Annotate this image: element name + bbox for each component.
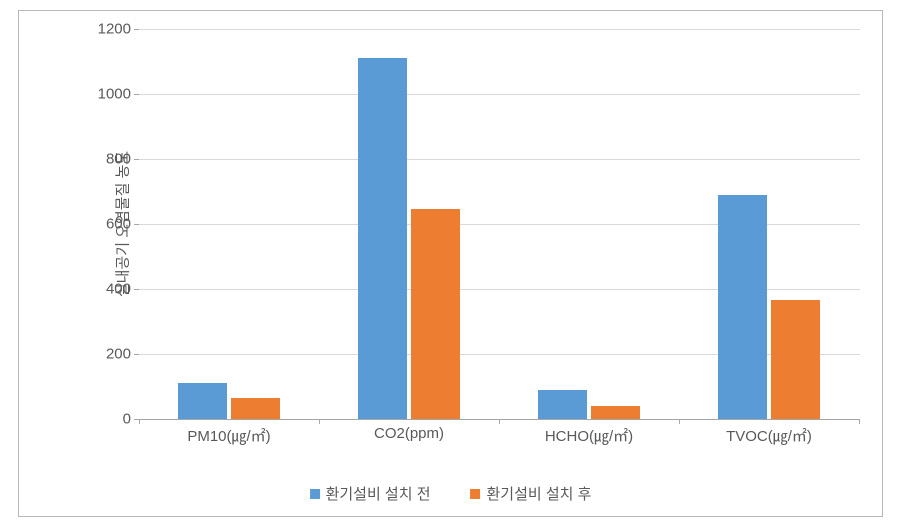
gridline xyxy=(139,94,860,95)
bar xyxy=(231,398,280,419)
ytick-mark xyxy=(134,94,139,95)
xtick-mark xyxy=(859,419,860,424)
xtick-mark xyxy=(499,419,500,424)
ytick-label: 600 xyxy=(106,216,131,233)
xtick-label: TVOC(㎍/㎡) xyxy=(726,425,812,446)
gridline xyxy=(139,29,860,30)
legend-item-before: 환기설비 설치 전 xyxy=(310,483,431,504)
bar xyxy=(411,209,460,419)
legend-label-before: 환기설비 설치 전 xyxy=(326,483,431,504)
chart-outer: 실내공기 오염물질 농도 020040060080010001200PM10(㎍… xyxy=(0,0,901,527)
legend-swatch-before-icon xyxy=(310,489,320,499)
xtick-mark xyxy=(139,419,140,424)
ytick-mark xyxy=(134,224,139,225)
legend: 환기설비 설치 전 환기설비 설치 후 xyxy=(310,483,592,504)
bar xyxy=(358,58,407,419)
gridline xyxy=(139,159,860,160)
xtick-label: HCHO(㎍/㎡) xyxy=(545,425,633,446)
bar xyxy=(591,406,640,419)
bar xyxy=(771,300,820,419)
xtick-label: CO2(ppm) xyxy=(374,425,444,442)
ytick-label: 0 xyxy=(123,411,131,428)
xtick-mark xyxy=(679,419,680,424)
xtick-label: PM10(㎍/㎡) xyxy=(187,425,270,446)
legend-item-after: 환기설비 설치 후 xyxy=(471,483,592,504)
ytick-mark xyxy=(134,289,139,290)
ytick-label: 800 xyxy=(106,151,131,168)
legend-swatch-after-icon xyxy=(471,489,481,499)
bar xyxy=(538,390,587,419)
ytick-mark xyxy=(134,159,139,160)
plot-area: 실내공기 오염물질 농도 020040060080010001200PM10(㎍… xyxy=(139,29,860,420)
ytick-label: 200 xyxy=(106,346,131,363)
ytick-mark xyxy=(134,29,139,30)
bar xyxy=(718,195,767,419)
ytick-mark xyxy=(134,354,139,355)
bar xyxy=(178,383,227,419)
chart-frame: 실내공기 오염물질 농도 020040060080010001200PM10(㎍… xyxy=(18,10,883,517)
legend-label-after: 환기설비 설치 후 xyxy=(487,483,592,504)
ytick-label: 400 xyxy=(106,281,131,298)
xtick-mark xyxy=(319,419,320,424)
ytick-label: 1200 xyxy=(98,21,131,38)
ytick-label: 1000 xyxy=(98,86,131,103)
